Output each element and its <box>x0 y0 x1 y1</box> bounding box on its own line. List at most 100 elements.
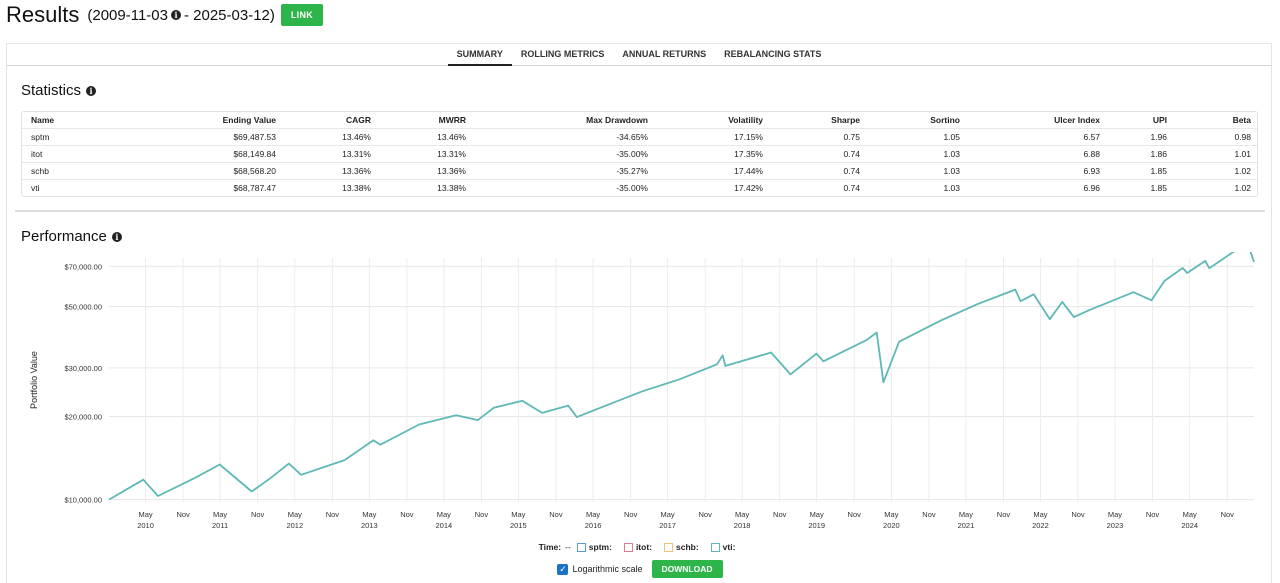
column-header[interactable]: CAGR <box>345 114 371 125</box>
performance-title: Performance <box>21 228 107 245</box>
cell-name: sptm <box>22 127 132 145</box>
cell-upi: 1.85 <box>1106 161 1173 179</box>
tab-annual-returns[interactable]: ANNUAL RETURNS <box>622 49 707 59</box>
x-tick-year-label: 2017 <box>659 521 676 530</box>
chart-legend: Time: -- sptm: itot: schb: vti: <box>7 542 1273 552</box>
info-icon[interactable]: i <box>111 231 122 242</box>
x-tick-label: May <box>810 510 824 519</box>
x-tick-label: May <box>213 510 227 519</box>
legend-swatch <box>663 542 673 552</box>
x-tick-label: Nov <box>475 510 489 519</box>
column-header[interactable]: Ending Value <box>222 114 276 125</box>
cell-upi: 1.96 <box>1106 127 1173 145</box>
y-tick-label: $70,000.00 <box>64 262 102 271</box>
cell-beta: 1.02 <box>1173 178 1257 196</box>
x-tick-label: May <box>959 510 973 519</box>
info-icon[interactable]: i <box>170 10 181 20</box>
table-row: sptm $69,487.53 13.46% 13.46% -34.65% 17… <box>22 127 1257 145</box>
range-start: (2009-11-03 <box>87 6 168 24</box>
legend-swatch <box>576 542 586 552</box>
log-scale-label[interactable]: Logarithmic scale <box>572 564 643 574</box>
cell-beta: 0.98 <box>1173 127 1257 145</box>
column-header[interactable]: Volatility <box>728 114 763 125</box>
x-tick-year-label: 2014 <box>435 521 452 530</box>
cell-sortino: 1.05 <box>866 127 966 145</box>
page-title: Results <box>6 2 80 27</box>
y-tick-label: $10,000.00 <box>64 496 102 505</box>
tab-summary[interactable]: SUMMARY <box>447 44 512 66</box>
x-tick-label: May <box>1033 510 1047 519</box>
log-scale-checkbox[interactable]: ✓ <box>557 563 569 575</box>
x-tick-label: Nov <box>326 510 340 519</box>
column-header[interactable]: Ulcer Index <box>1054 114 1100 125</box>
cell-ulcer-index: 6.93 <box>966 161 1106 179</box>
x-tick-label: Nov <box>176 510 190 519</box>
legend-label: vti: <box>722 542 736 552</box>
section-divider <box>15 210 1265 212</box>
x-tick-year-label: 2012 <box>286 521 303 530</box>
x-tick-label: May <box>735 510 749 519</box>
results-panel: SUMMARY ROLLING METRICS ANNUAL RETURNS R… <box>6 43 1272 583</box>
x-tick-label: May <box>437 510 451 519</box>
x-tick-year-label: 2023 <box>1107 521 1124 530</box>
legend-time-value: -- <box>565 542 571 552</box>
tab-rolling-metrics[interactable]: ROLLING METRICS <box>520 49 605 59</box>
column-header[interactable]: Sortino <box>930 114 960 125</box>
cell-ulcer-index: 6.96 <box>966 178 1106 196</box>
cell-max-drawdown: -34.65% <box>472 127 654 145</box>
column-header[interactable]: MWRR <box>438 114 466 125</box>
legend-item-sptm[interactable]: sptm: <box>576 542 612 552</box>
legend-item-itot[interactable]: itot: <box>623 542 652 552</box>
x-tick-label: May <box>1108 510 1122 519</box>
x-tick-label: May <box>884 510 898 519</box>
table-row: itot $68,149.84 13.31% 13.31% -35.00% 17… <box>22 144 1257 162</box>
range-end: - 2025-03-12) <box>183 6 275 24</box>
x-tick-label: May <box>288 510 302 519</box>
x-tick-label: Nov <box>922 510 936 519</box>
x-tick-label: May <box>586 510 600 519</box>
statistics-table: Name Ending Value CAGR MWRR Max Drawdown… <box>21 111 1258 197</box>
y-tick-label: $30,000.00 <box>64 364 102 373</box>
x-tick-label: May <box>362 510 376 519</box>
x-tick-year-label: 2011 <box>212 521 228 530</box>
cell-name: schb <box>22 161 132 179</box>
cell-cagr: 13.36% <box>282 161 377 179</box>
legend-item-vti[interactable]: vti: <box>710 542 736 552</box>
cell-volatility: 17.35% <box>654 144 769 162</box>
legend-item-schb[interactable]: schb: <box>663 542 699 552</box>
tab-rebalancing-stats[interactable]: REBALANCING STATS <box>724 49 822 59</box>
x-tick-year-label: 2018 <box>734 521 751 530</box>
cell-sharpe: 0.75 <box>769 127 866 145</box>
cell-sortino: 1.03 <box>866 178 966 196</box>
cell-max-drawdown: -35.00% <box>472 144 654 162</box>
x-tick-label: Nov <box>848 510 862 519</box>
cell-ending-value: $68,787.47 <box>132 178 282 196</box>
cell-ending-value: $69,487.53 <box>132 127 282 145</box>
cell-volatility: 17.42% <box>654 178 769 196</box>
cell-ending-value: $68,149.84 <box>132 144 282 162</box>
date-range: (2009-11-03 i - 2025-03-12) <box>87 7 275 24</box>
x-tick-label: Nov <box>1071 510 1085 519</box>
x-tick-label: Nov <box>1146 510 1160 519</box>
cell-cagr: 13.46% <box>282 127 377 145</box>
x-tick-year-label: 2024 <box>1181 521 1198 530</box>
column-header[interactable]: UPI <box>1152 114 1167 125</box>
link-button[interactable]: LINK <box>280 4 324 26</box>
legend-label: sptm: <box>588 542 612 552</box>
download-button[interactable]: DOWNLOAD <box>651 560 723 578</box>
performance-chart[interactable]: $10,000.00 $20,000.00 $30,000.00 $50,000.00… <box>21 248 1261 582</box>
column-header[interactable]: Name <box>31 114 55 125</box>
chart-svg[interactable]: $10,000.00 $20,000.00 $30,000.00 $50,000.00… <box>21 248 1261 542</box>
y-tick-label: $50,000.00 <box>64 303 102 312</box>
cell-beta: 1.02 <box>1173 161 1257 179</box>
x-tick-label: May <box>661 510 675 519</box>
table-row: vti $68,787.47 13.38% 13.38% -35.00% 17.… <box>22 178 1257 196</box>
column-header[interactable]: Max Drawdown <box>586 114 648 125</box>
legend-swatch <box>710 542 720 552</box>
info-icon[interactable]: i <box>86 85 97 96</box>
x-tick-label: Nov <box>1221 510 1235 519</box>
column-header[interactable]: Sharpe <box>831 114 860 125</box>
column-header[interactable]: Beta <box>1232 114 1251 125</box>
x-tick-label: Nov <box>400 510 414 519</box>
x-tick-label: Nov <box>997 510 1011 519</box>
